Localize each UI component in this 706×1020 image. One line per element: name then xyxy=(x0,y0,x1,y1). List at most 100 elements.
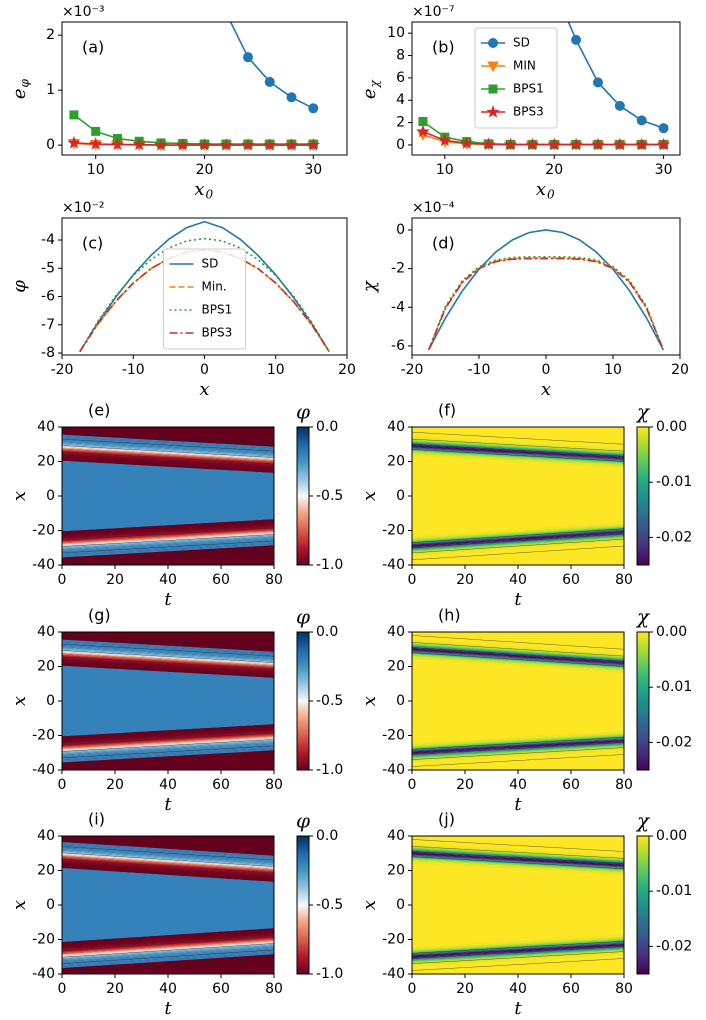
wall-band xyxy=(412,450,624,464)
y-tick-label: -20 xyxy=(382,932,405,948)
marker xyxy=(635,137,649,151)
wall-band xyxy=(412,437,624,451)
wall-band xyxy=(62,729,274,743)
offset-text: ×10⁻⁴ xyxy=(412,200,455,216)
panel-label: (g) xyxy=(88,606,111,625)
wall-band xyxy=(62,530,274,544)
x-tick-label: 60 xyxy=(562,777,580,793)
x-tick-label: 20 xyxy=(456,777,474,793)
y-tick-label: 20 xyxy=(387,659,405,675)
wall-band xyxy=(62,434,274,448)
wall-band xyxy=(62,843,274,858)
wall-band xyxy=(62,519,274,533)
legend: SD Min. BPS1 BPS3 xyxy=(163,248,246,350)
wall-band xyxy=(412,749,624,763)
y-tick-label: 8 xyxy=(396,48,405,64)
contour-line xyxy=(412,431,624,445)
contour-line xyxy=(62,859,274,874)
series-line xyxy=(229,22,314,109)
wall-band xyxy=(62,443,274,457)
wall-band xyxy=(412,953,624,967)
wall-band xyxy=(62,444,274,458)
wall-band xyxy=(62,663,274,677)
wall-band xyxy=(412,858,624,872)
heatmap xyxy=(62,427,274,565)
x-tick-label: 20 xyxy=(106,572,124,588)
marker xyxy=(488,84,498,94)
wall-band xyxy=(62,641,274,656)
x-tick-label: 40 xyxy=(159,572,177,588)
wall-band xyxy=(412,734,624,748)
y-tick-label: -40 xyxy=(382,966,405,982)
y-label: x xyxy=(9,696,30,706)
colorbar-tick-label: -0.01 xyxy=(656,474,692,490)
marker xyxy=(636,115,647,126)
x-tick-label: -20 xyxy=(401,362,424,378)
y-tick-label: 0 xyxy=(396,488,405,504)
wall-band xyxy=(62,459,274,473)
contour-line xyxy=(412,449,624,462)
marker xyxy=(418,116,428,126)
wall-band xyxy=(62,652,274,666)
wall-band xyxy=(62,727,274,741)
wall-band xyxy=(62,724,274,738)
offset-text: ×10⁻³ xyxy=(62,4,105,20)
colorbar-tick-label: -0.02 xyxy=(656,529,692,545)
wall-band xyxy=(412,738,624,752)
heatmap xyxy=(62,836,274,974)
plot-area xyxy=(416,22,671,151)
wall-band xyxy=(412,942,624,956)
marker xyxy=(306,138,320,151)
x-tick-label: 40 xyxy=(509,777,527,793)
y-axis-label: x xyxy=(359,491,380,501)
wall-band xyxy=(412,745,624,759)
x-label: t xyxy=(514,589,522,610)
wall-band xyxy=(412,541,624,557)
contour-line xyxy=(412,642,624,657)
wall-band xyxy=(62,456,274,470)
colorbar-tick-label: 0.0 xyxy=(316,419,338,435)
wall-band xyxy=(62,937,274,953)
heatmap xyxy=(62,632,274,770)
y-tick-label: 0 xyxy=(396,897,405,913)
wall-band xyxy=(62,661,274,675)
wall-band xyxy=(62,841,274,857)
contour-line xyxy=(62,745,274,759)
heatmap xyxy=(412,427,624,565)
wall-band xyxy=(62,940,274,956)
wall-band xyxy=(62,648,274,662)
y-tick-label: 2 xyxy=(46,27,55,43)
wall-band xyxy=(62,453,274,467)
x-tick-label: -10 xyxy=(122,362,145,378)
wall-band xyxy=(62,534,274,548)
marker xyxy=(264,76,275,87)
x-label: t xyxy=(514,794,522,815)
legend-label: Min. xyxy=(202,280,227,294)
wall-band xyxy=(62,930,274,946)
x-tick-label: 60 xyxy=(562,572,580,588)
wall-band xyxy=(412,650,624,666)
offset-text: ×10⁻⁷ xyxy=(412,4,455,20)
wall-band xyxy=(412,526,624,541)
wall-band xyxy=(412,735,624,749)
contour-line xyxy=(62,549,274,562)
contour-line xyxy=(62,430,274,443)
contour-line xyxy=(62,656,274,670)
wall-band xyxy=(412,861,624,875)
wall-band xyxy=(62,861,274,877)
series-line xyxy=(428,257,664,351)
wall-band xyxy=(62,858,274,874)
x-tick-label: 20 xyxy=(671,362,689,378)
y-tick-label: -20 xyxy=(32,932,55,948)
y-axis-label: x xyxy=(359,900,380,910)
y-axis-label: x xyxy=(9,900,30,910)
x-tick-label: 20 xyxy=(196,162,214,178)
x-label: t xyxy=(164,794,172,815)
marker xyxy=(656,137,671,151)
y-tick-label: 40 xyxy=(387,624,405,640)
marker xyxy=(89,136,103,150)
wall-band xyxy=(62,646,274,660)
y-label: x xyxy=(359,900,380,910)
wall-band xyxy=(412,938,624,952)
